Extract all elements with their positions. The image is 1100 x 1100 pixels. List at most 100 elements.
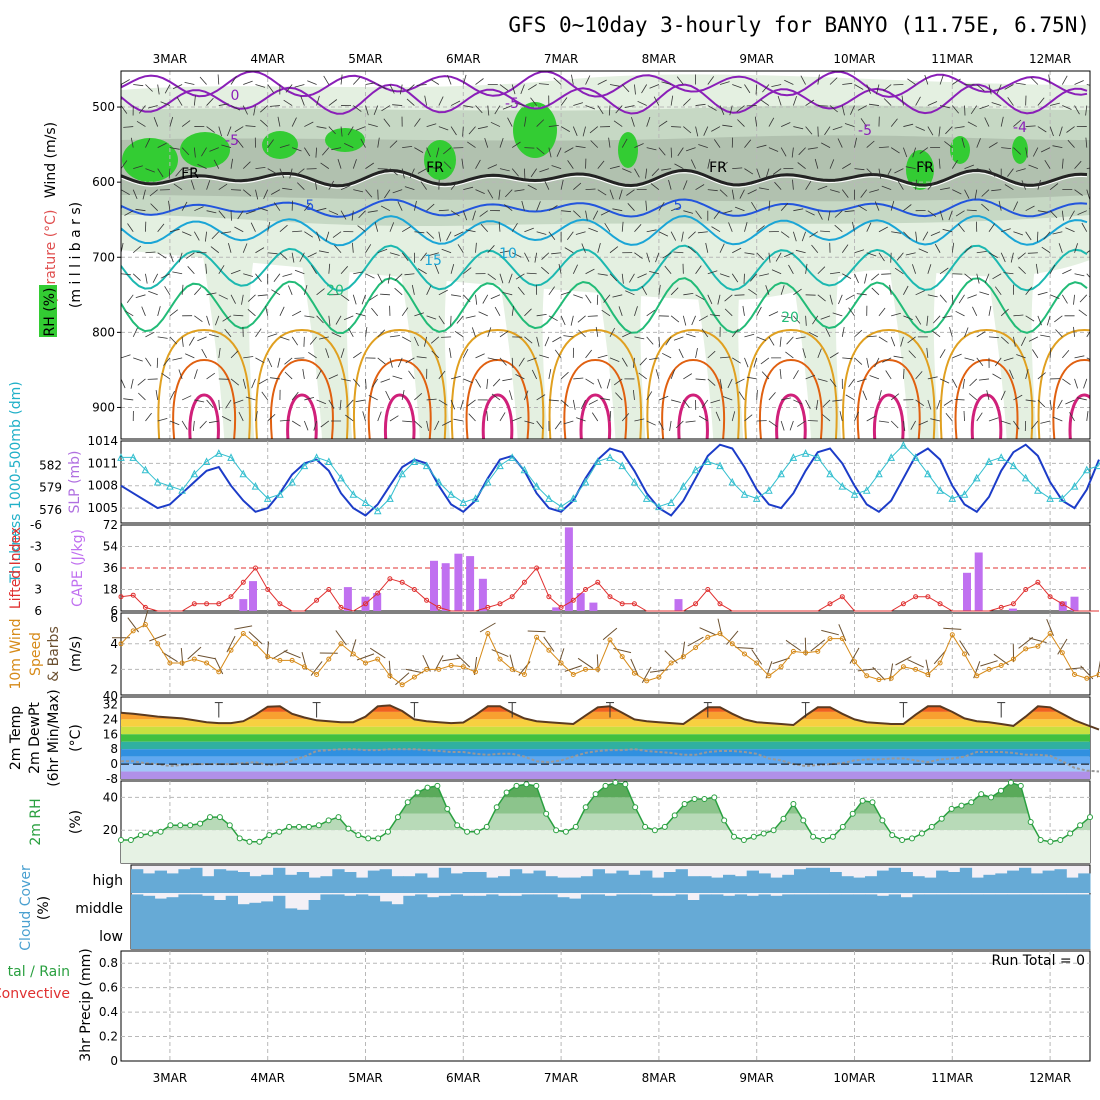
upper-wind-barb <box>380 378 391 383</box>
wind-speed-point <box>864 673 870 679</box>
cloud-cell <box>415 921 428 949</box>
upper-wind-barb <box>271 289 281 296</box>
cloud-cell <box>865 876 878 893</box>
top-date-label: 12MAR <box>1029 52 1071 66</box>
cloud-cell <box>936 894 949 921</box>
rh-2m-point <box>839 823 846 830</box>
upper-wind-barb <box>682 315 687 326</box>
thickness-point <box>520 465 529 474</box>
upper-wind-barb <box>340 210 347 220</box>
upper-wind-barb <box>294 84 305 88</box>
upper-wind-barb <box>355 313 366 317</box>
upper-wind-barb <box>670 287 679 296</box>
upper-wind-barb <box>383 118 391 127</box>
upper-wind-barb <box>1007 168 1014 177</box>
precip-tick-label: 0.4 <box>99 1005 118 1019</box>
rh-2m-point <box>701 796 708 802</box>
upper-wind-barb <box>507 117 513 127</box>
wind-barb <box>434 655 444 672</box>
upper-wind-barb <box>1037 399 1046 408</box>
upper-wind-barb <box>578 329 586 338</box>
upper-wind-barb <box>564 247 574 254</box>
upper-wind-barb <box>524 308 532 317</box>
upper-wind-barb <box>597 354 608 359</box>
upper-wind-barb <box>817 105 828 107</box>
cloud-cell <box>1066 877 1079 893</box>
thickness-point <box>862 486 871 494</box>
upper-wind-barb <box>566 231 574 240</box>
upper-wind-barb <box>380 205 391 212</box>
rh-2m-point <box>375 835 382 842</box>
upper-wind-barb <box>269 105 280 107</box>
thickness-point <box>679 481 688 490</box>
upper-wind-barb <box>939 74 944 85</box>
upper-wind-barb <box>1086 330 1090 338</box>
thickness-point <box>1070 481 1079 490</box>
rh-2m-label: 2m RH <box>28 798 44 845</box>
upper-wind-barb <box>450 181 458 190</box>
contour-label: 0 <box>231 88 240 104</box>
upper-wind-barb <box>1086 411 1089 422</box>
upper-wind-barb <box>188 336 195 346</box>
upper-wind-barb <box>243 80 253 85</box>
thickness-point <box>337 473 345 482</box>
upper-wind-barb <box>465 229 476 233</box>
upper-wind-barb <box>552 336 562 343</box>
upper-wind-barb <box>678 348 684 359</box>
upper-wind-barb <box>539 354 549 359</box>
upper-wind-barb <box>291 336 299 346</box>
upper-wind-barb <box>655 369 660 380</box>
upper-wind-barb <box>279 224 288 233</box>
upper-wind-barb <box>145 412 152 422</box>
upper-wind-barb <box>862 390 868 401</box>
upper-wind-barb <box>988 417 999 422</box>
cape-bar <box>466 556 475 611</box>
upper-wind-barb <box>571 74 574 85</box>
upper-wind-barb <box>927 126 934 136</box>
upper-wind-barb <box>905 166 916 170</box>
cloud-cell <box>166 897 179 921</box>
upper-wind-barb <box>450 126 457 136</box>
dewpt-2m-line <box>121 748 1100 773</box>
upper-wind-barb <box>284 357 293 365</box>
rh-label-swatch <box>39 285 57 337</box>
upper-wind-barb <box>153 117 159 127</box>
wind-barb <box>248 631 263 645</box>
upper-wind-barb <box>352 242 354 253</box>
upper-wind-barb <box>967 294 977 299</box>
upper-wind-barb <box>181 120 191 127</box>
rh-2m-point <box>137 832 144 839</box>
lifted-index-point <box>1059 601 1065 607</box>
upper-wind-barb <box>169 147 180 150</box>
upper-wind-barb <box>267 221 271 232</box>
cape-bar <box>441 563 450 611</box>
upper-wind-barb <box>524 390 529 401</box>
thickness-point <box>1082 465 1091 474</box>
rh-band <box>121 830 1090 863</box>
lifted-index-point <box>497 601 503 607</box>
upper-wind-barb <box>857 105 867 111</box>
thickness-point <box>263 494 272 502</box>
cloud-cell <box>900 921 913 949</box>
upper-wind-barb <box>168 200 171 211</box>
upper-wind-barb <box>891 231 902 234</box>
upper-wind-barb <box>775 252 782 262</box>
wind-barb <box>335 630 347 646</box>
cloud-cell <box>829 872 842 893</box>
upper-wind-barb <box>145 357 152 367</box>
lifted-index-point <box>619 601 625 607</box>
upper-wind-barb <box>121 315 122 317</box>
upper-wind-barb <box>377 84 387 90</box>
upper-wind-barb <box>1009 369 1014 380</box>
upper-wind-barb <box>793 208 804 212</box>
upper-wind-barb <box>629 273 635 283</box>
lifted-index-point <box>399 579 405 585</box>
upper-wind-barb <box>401 252 409 261</box>
upper-wind-barb <box>728 222 733 232</box>
cloud-cell <box>723 921 736 949</box>
upper-wind-barb <box>1096 190 1099 199</box>
upper-wind-barb <box>719 81 730 85</box>
upper-wind-barb <box>1091 379 1099 385</box>
upper-wind-barb <box>915 315 922 325</box>
upper-wind-barb <box>805 99 815 106</box>
